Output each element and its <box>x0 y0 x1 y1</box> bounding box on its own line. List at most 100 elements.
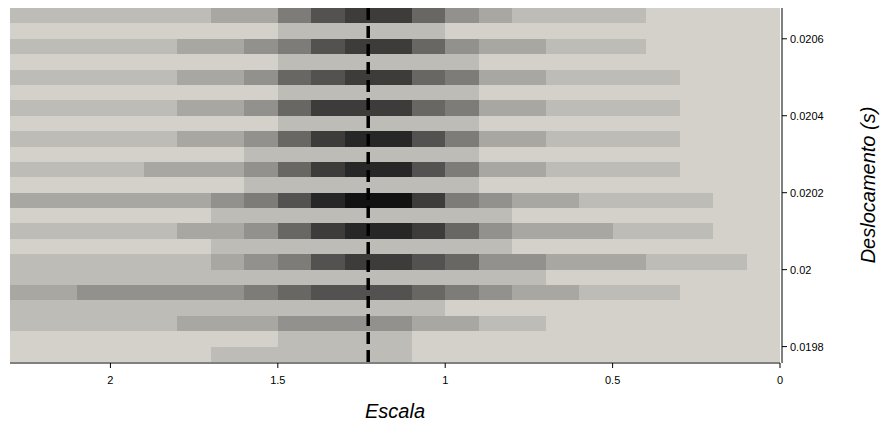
heat-cell <box>10 316 44 332</box>
heat-cell <box>747 316 780 332</box>
heat-cell <box>579 54 613 70</box>
heat-cell <box>177 8 211 24</box>
heat-cell <box>211 193 245 209</box>
heat-cell <box>579 8 613 24</box>
heat-cell <box>144 347 178 362</box>
heat-cell <box>77 254 111 270</box>
heat-cell <box>646 316 680 332</box>
heat-cell <box>646 270 680 286</box>
heat-cell <box>412 239 446 255</box>
heat-cell <box>579 347 613 362</box>
heat-cell <box>43 23 77 39</box>
heat-cell <box>345 23 379 39</box>
heat-cell <box>345 39 379 55</box>
heat-cell <box>77 300 111 316</box>
heat-cell <box>378 347 412 362</box>
heat-cell <box>345 270 379 286</box>
heat-cell <box>177 162 211 178</box>
heat-cell <box>680 193 714 209</box>
heat-cell <box>244 270 278 286</box>
heat-cell <box>579 162 613 178</box>
heat-cell <box>680 270 714 286</box>
heat-cell <box>110 285 144 301</box>
heat-cell <box>445 331 479 347</box>
heat-cell <box>445 54 479 70</box>
heat-cell <box>278 177 312 193</box>
heat-cell <box>713 239 747 255</box>
heat-cell <box>479 70 513 86</box>
heat-cell <box>144 100 178 116</box>
heat-cell <box>479 8 513 24</box>
heat-cell <box>278 100 312 116</box>
heat-cell <box>546 23 580 39</box>
heat-cell <box>445 147 479 163</box>
heat-cell <box>311 177 345 193</box>
heat-cell <box>445 300 479 316</box>
heat-cell <box>747 270 780 286</box>
heat-cell <box>345 54 379 70</box>
heat-cell <box>713 347 747 362</box>
heat-cell <box>546 347 580 362</box>
heat-cell <box>713 100 747 116</box>
heat-cell <box>77 85 111 101</box>
heat-cell <box>613 254 647 270</box>
heat-cell <box>579 254 613 270</box>
heat-cell <box>345 208 379 224</box>
heat-cell <box>211 54 245 70</box>
heat-cell <box>479 270 513 286</box>
y-tick <box>782 269 787 270</box>
heat-cell <box>479 347 513 362</box>
heat-cell <box>445 23 479 39</box>
heat-cell <box>244 223 278 239</box>
heat-cell <box>144 300 178 316</box>
heat-cell <box>747 54 780 70</box>
heat-cell <box>747 239 780 255</box>
heat-cell <box>546 54 580 70</box>
heat-cell <box>479 116 513 132</box>
heat-cell <box>110 23 144 39</box>
x-tick <box>445 363 446 368</box>
heat-cell <box>177 254 211 270</box>
heat-cell <box>311 208 345 224</box>
heat-cell <box>77 193 111 209</box>
heat-cell <box>579 331 613 347</box>
heat-cell <box>77 347 111 362</box>
heat-cell <box>244 162 278 178</box>
heat-cell <box>479 100 513 116</box>
heat-cell <box>546 100 580 116</box>
heat-cell <box>177 208 211 224</box>
heat-cell <box>144 177 178 193</box>
heat-cell <box>345 85 379 101</box>
heat-cell <box>713 208 747 224</box>
heat-cell <box>10 147 44 163</box>
heat-cell <box>747 70 780 86</box>
heat-cell <box>512 331 546 347</box>
heat-cell <box>713 85 747 101</box>
heat-cell <box>445 131 479 147</box>
x-tick <box>110 363 111 368</box>
heat-cell <box>43 177 77 193</box>
heat-cell <box>646 162 680 178</box>
heat-cell <box>546 316 580 332</box>
heat-cell <box>445 208 479 224</box>
heat-cell <box>613 270 647 286</box>
heat-cell <box>311 8 345 24</box>
heat-cell <box>680 162 714 178</box>
heat-cell <box>378 208 412 224</box>
heat-cell <box>311 23 345 39</box>
heat-cell <box>713 223 747 239</box>
heat-cell <box>177 316 211 332</box>
heat-cell <box>345 347 379 362</box>
heat-cell <box>579 239 613 255</box>
heat-cell <box>378 162 412 178</box>
heat-cell <box>613 347 647 362</box>
heat-cell <box>244 177 278 193</box>
heat-cell <box>144 70 178 86</box>
heat-cell <box>43 100 77 116</box>
heat-cell <box>43 70 77 86</box>
heat-cell <box>445 193 479 209</box>
heat-cell <box>345 239 379 255</box>
heat-cell <box>613 116 647 132</box>
heat-cell <box>479 39 513 55</box>
heat-cell <box>311 54 345 70</box>
